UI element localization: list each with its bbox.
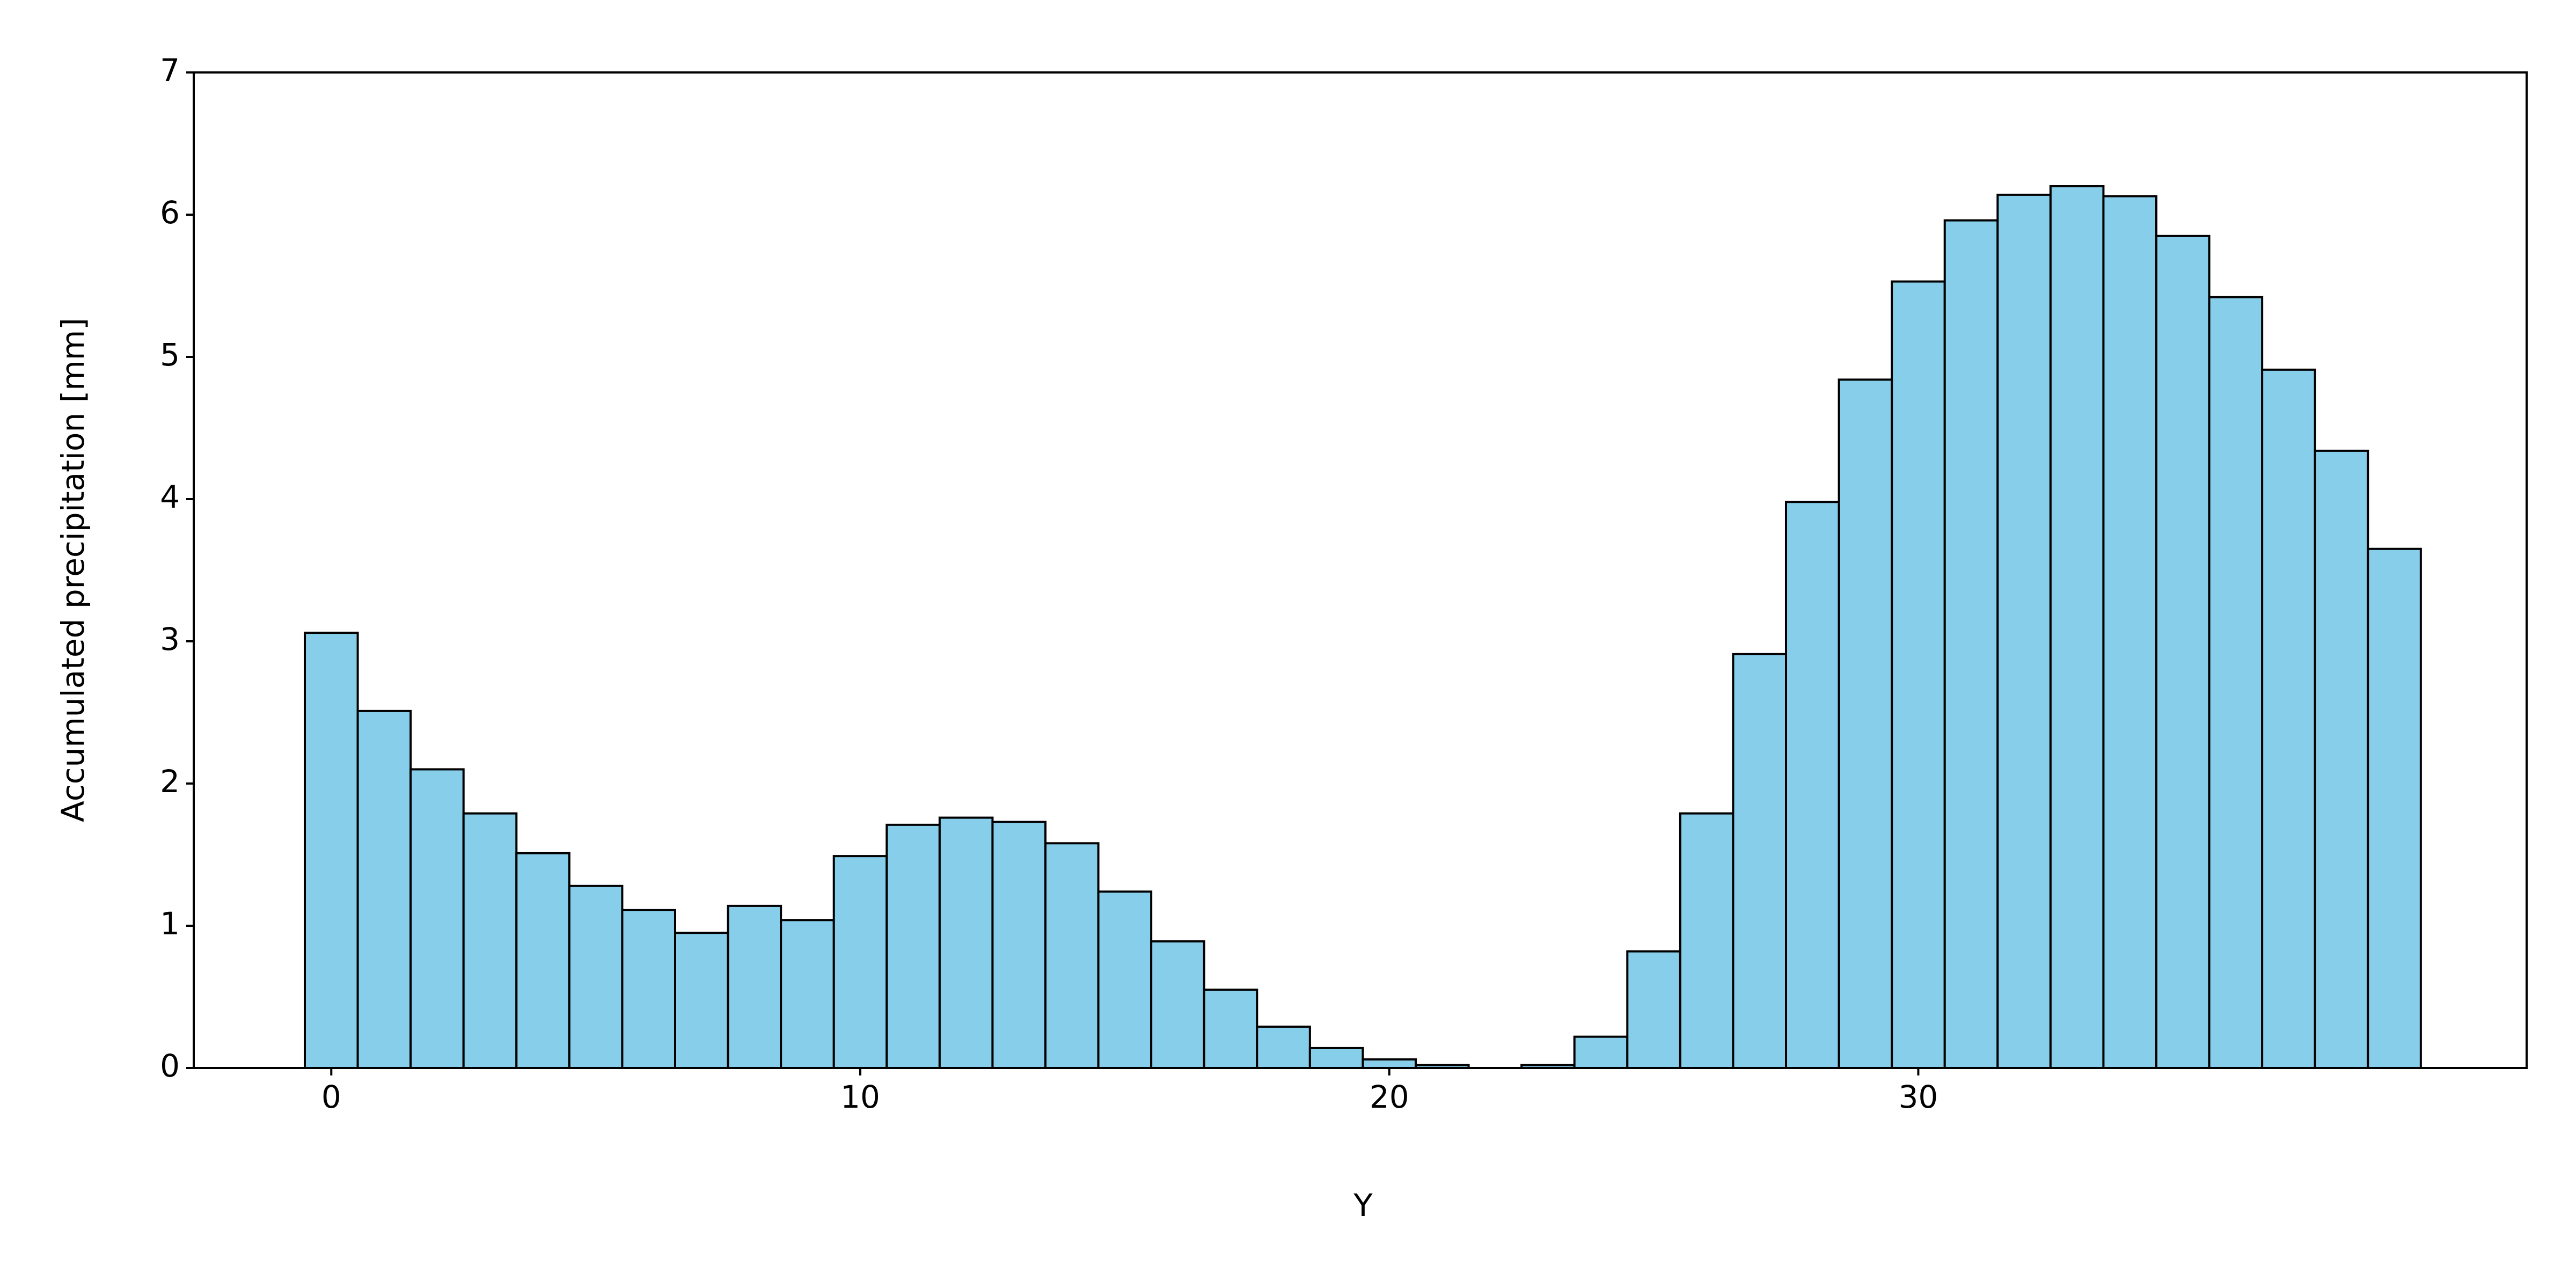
- x-tick-label: 20: [1370, 1079, 1409, 1115]
- bar: [780, 919, 835, 1070]
- y-tick-label: 3: [160, 621, 180, 657]
- x-tick-label: 10: [840, 1079, 880, 1115]
- bar: [727, 904, 782, 1070]
- bar: [1150, 940, 1205, 1070]
- bar: [1838, 378, 1893, 1069]
- bar: [2049, 185, 2105, 1069]
- y-tick-label: 6: [160, 194, 180, 231]
- bar: [1203, 989, 1258, 1069]
- y-tick-label: 1: [160, 905, 180, 942]
- y-tick-label: 5: [160, 336, 180, 373]
- bar: [1943, 219, 1999, 1070]
- bar: [1626, 950, 1681, 1069]
- bar: [991, 821, 1047, 1070]
- bar: [621, 909, 677, 1069]
- bar: [1308, 1046, 1364, 1070]
- plot-frame: [193, 71, 2528, 1069]
- y-tick-label: 7: [160, 52, 180, 89]
- bar: [409, 768, 465, 1069]
- bar: [1996, 193, 2052, 1069]
- bar: [1785, 501, 1840, 1069]
- y-tick-label: 4: [160, 479, 180, 515]
- bar: [304, 632, 359, 1069]
- bar: [885, 823, 941, 1069]
- bar: [568, 884, 624, 1070]
- bar: [462, 812, 518, 1070]
- bar: [515, 852, 570, 1069]
- y-axis-label: Accumulated precipitation [mm]: [55, 318, 91, 822]
- bar: [1256, 1026, 1311, 1070]
- bar: [2261, 368, 2316, 1069]
- bar: [1362, 1058, 1417, 1069]
- bar: [674, 932, 729, 1069]
- bar: [1044, 842, 1100, 1070]
- bar: [2208, 296, 2264, 1070]
- bar: [832, 855, 888, 1070]
- bar: [2314, 449, 2369, 1069]
- bar: [1097, 890, 1153, 1070]
- y-tick-label: 2: [160, 763, 180, 800]
- x-tick-label: 30: [1899, 1079, 1938, 1115]
- bar: [1732, 653, 1787, 1069]
- bar: [2155, 235, 2211, 1069]
- bar: [1679, 812, 1735, 1070]
- bar: [356, 709, 412, 1069]
- bar: [1573, 1035, 1629, 1069]
- bar: [1891, 280, 1946, 1069]
- bar: [938, 816, 994, 1069]
- x-tick-label: 0: [321, 1079, 341, 1115]
- bar: [2367, 547, 2422, 1069]
- bar: [2102, 195, 2157, 1069]
- y-tick-label: 0: [160, 1048, 180, 1084]
- x-axis-label: Y: [1353, 1187, 1373, 1224]
